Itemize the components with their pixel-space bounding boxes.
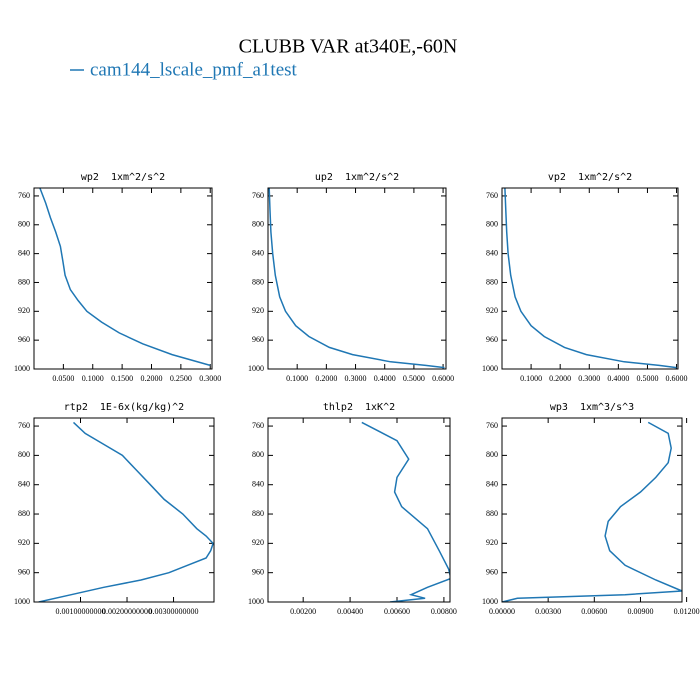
x-tick-label: 0.00100000000 bbox=[56, 607, 106, 616]
y-tick-label: 880 bbox=[18, 509, 30, 518]
y-tick-label: 760 bbox=[252, 421, 264, 430]
profile-line bbox=[361, 421, 450, 602]
panel-title: wp2 1xm^2/s^2 bbox=[81, 172, 165, 183]
y-tick-label: 800 bbox=[252, 220, 264, 229]
y-tick-label: 760 bbox=[18, 421, 30, 430]
panel-title: up2 1xm^2/s^2 bbox=[315, 172, 399, 183]
x-tick-label: 0.3000 bbox=[578, 374, 600, 383]
y-tick-label: 840 bbox=[252, 248, 264, 257]
x-tick-label: 0.2500 bbox=[170, 374, 192, 383]
y-tick-label: 920 bbox=[18, 538, 30, 547]
y-tick-label: 960 bbox=[252, 335, 264, 344]
plot-frame bbox=[501, 417, 683, 603]
y-tick-label: 800 bbox=[486, 220, 498, 229]
x-tick-label: 0.00800 bbox=[431, 607, 457, 616]
y-tick-label: 760 bbox=[486, 191, 498, 200]
y-tick-label: 960 bbox=[18, 335, 30, 344]
y-tick-label: 920 bbox=[252, 306, 264, 315]
x-tick-label: 0.00400 bbox=[337, 607, 363, 616]
x-tick-label: 0.00300 bbox=[535, 607, 561, 616]
x-tick-label: 0.3000 bbox=[199, 374, 221, 383]
profile-line bbox=[504, 188, 677, 369]
y-tick-label: 920 bbox=[18, 306, 30, 315]
y-tick-label: 920 bbox=[252, 538, 264, 547]
x-tick-label: 0.4000 bbox=[374, 374, 396, 383]
y-tick-label: 880 bbox=[486, 277, 498, 286]
y-tick-label: 880 bbox=[486, 509, 498, 518]
y-tick-label: 840 bbox=[252, 480, 264, 489]
y-tick-label: 800 bbox=[486, 450, 498, 459]
plot-frame bbox=[267, 417, 451, 603]
y-tick-label: 840 bbox=[486, 480, 498, 489]
x-tick-label: 0.1000 bbox=[82, 374, 104, 383]
y-tick-label: 800 bbox=[18, 450, 30, 459]
x-tick-label: 0.5000 bbox=[636, 374, 658, 383]
plot-frame bbox=[267, 187, 447, 370]
x-tick-label: 0.6000 bbox=[666, 374, 688, 383]
y-tick-label: 1000 bbox=[248, 597, 264, 606]
x-tick-label: 0.2000 bbox=[549, 374, 571, 383]
x-tick-label: 0.2000 bbox=[140, 374, 162, 383]
y-tick-label: 840 bbox=[18, 480, 30, 489]
y-tick-label: 880 bbox=[252, 277, 264, 286]
x-tick-label: 0.2000 bbox=[315, 374, 337, 383]
legend-label: cam144_lscale_pmf_a1test bbox=[90, 59, 298, 80]
x-tick-label: 0.6000 bbox=[432, 374, 454, 383]
profile-line bbox=[38, 421, 214, 602]
panel-title: rtp2 1E-6x(kg/kg)^2 bbox=[64, 402, 184, 413]
y-tick-label: 840 bbox=[18, 248, 30, 257]
y-tick-label: 1000 bbox=[482, 364, 498, 373]
panel-title: thlp2 1xK^2 bbox=[323, 402, 395, 413]
panel-title: wp3 1xm^3/s^3 bbox=[550, 402, 634, 413]
y-tick-label: 1000 bbox=[482, 597, 498, 606]
panel-title: vp2 1xm^2/s^2 bbox=[548, 172, 632, 183]
x-tick-label: 0.1000 bbox=[286, 374, 308, 383]
x-tick-label: 0.4000 bbox=[607, 374, 629, 383]
x-tick-label: 0.1500 bbox=[111, 374, 133, 383]
x-tick-label: 0.00200 bbox=[290, 607, 316, 616]
plot-frame bbox=[33, 417, 215, 603]
plot-frame bbox=[501, 187, 679, 370]
profile-line bbox=[39, 188, 211, 367]
x-tick-label: 0.00600 bbox=[581, 607, 607, 616]
figure-title: CLUBB VAR at340E,-60N bbox=[239, 36, 458, 58]
y-tick-label: 1000 bbox=[248, 364, 264, 373]
x-tick-label: 0.01200 bbox=[674, 607, 700, 616]
y-tick-label: 840 bbox=[486, 248, 498, 257]
y-tick-label: 760 bbox=[18, 191, 30, 200]
y-tick-label: 760 bbox=[486, 421, 498, 430]
plot-frame bbox=[33, 187, 213, 370]
y-tick-label: 880 bbox=[18, 277, 30, 286]
x-tick-label: 0.3000 bbox=[345, 374, 367, 383]
y-tick-label: 960 bbox=[18, 568, 30, 577]
y-tick-label: 960 bbox=[486, 568, 498, 577]
x-tick-label: 0.00900 bbox=[627, 607, 653, 616]
y-tick-label: 1000 bbox=[14, 364, 30, 373]
x-tick-label: 0.1000 bbox=[520, 374, 542, 383]
x-tick-label: 0.00200000000 bbox=[102, 607, 152, 616]
x-tick-label: 0.00000 bbox=[489, 607, 515, 616]
x-tick-label: 0.0500 bbox=[52, 374, 74, 383]
y-tick-label: 960 bbox=[252, 568, 264, 577]
y-tick-label: 800 bbox=[252, 450, 264, 459]
x-tick-label: 0.5000 bbox=[403, 374, 425, 383]
x-tick-label: 0.00300000000 bbox=[149, 607, 199, 616]
x-tick-label: 0.00600 bbox=[384, 607, 410, 616]
y-tick-label: 1000 bbox=[14, 597, 30, 606]
profile-line bbox=[268, 188, 445, 369]
y-tick-label: 800 bbox=[18, 220, 30, 229]
y-tick-label: 920 bbox=[486, 306, 498, 315]
y-tick-label: 960 bbox=[486, 335, 498, 344]
y-tick-label: 760 bbox=[252, 191, 264, 200]
y-tick-label: 880 bbox=[252, 509, 264, 518]
profile-line bbox=[502, 421, 682, 602]
y-tick-label: 920 bbox=[486, 538, 498, 547]
